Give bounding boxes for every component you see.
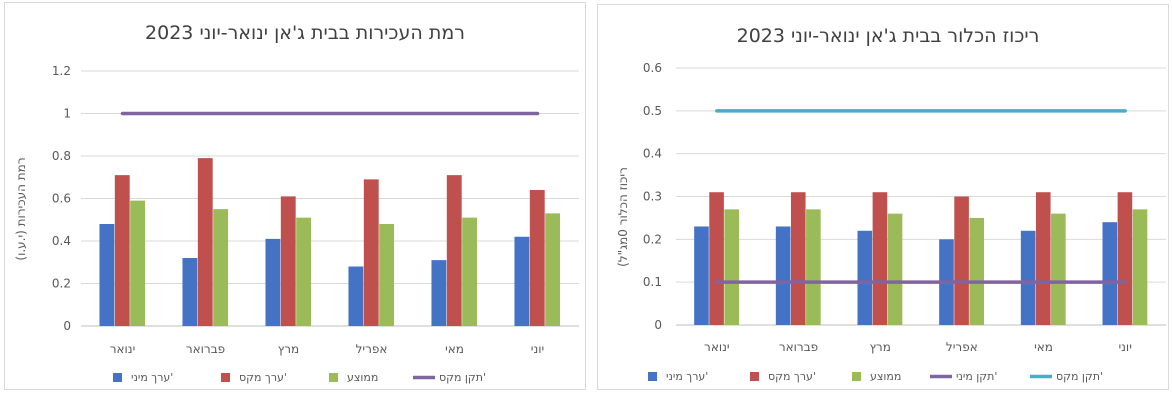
turbidity-chart-panel: רמת העכירות בבית ג'אן ינואר-יוני 2023 רמ… [4,2,586,390]
bar-series1 [872,192,888,325]
bar-series2 [130,200,146,326]
y-tick-label: 0.1 [643,275,662,289]
x-category-label: אפריל [356,342,388,356]
y-tick-label: 0.2 [643,232,662,246]
bar-series0 [514,236,530,326]
bar-series2 [887,213,903,325]
bar-series1 [709,192,724,325]
legend-label: ערך מקס' [239,371,287,384]
legend-label: תקן מיני' [956,370,997,383]
chart-title: רמת העכירות בבית ג'אן ינואר-יוני 2023 [145,22,465,44]
y-tick-label: 0.4 [643,147,662,161]
turbidity-chart: רמת העכירות בבית ג'אן ינואר-יוני 2023 רמ… [14,22,579,384]
y-tick-label: 0.5 [643,104,662,118]
bar-series1 [197,158,213,326]
bar-series1 [1117,192,1133,325]
bar-series2 [462,217,478,326]
bar-series0 [857,230,873,325]
y-tick-label: 0.6 [52,192,71,206]
legend-swatch [329,373,338,382]
bar-series2 [969,217,984,325]
bar-series2 [213,209,229,326]
y-tick-label: 0 [63,319,71,333]
x-category-label: מרץ [278,342,299,356]
y-axis-title: ריכוז הכלור 0מג"ל) [616,167,630,267]
legend-label: ממוצע [870,370,901,383]
y-tick-label: 1.2 [52,64,71,78]
chart-title: ריכוז הכלור בבית ג'אן ינואר-יוני 2023 [737,25,1040,47]
x-category-label: פברואר [779,340,818,354]
legend-swatch [113,373,122,382]
y-tick-label: 0.3 [643,190,662,204]
bar-series0 [694,226,709,325]
legend-label: תקן מקס' [439,371,486,384]
y-tick-label: 1 [63,107,71,121]
x-category-label: יוני [1118,340,1131,354]
x-category-label: ינואר [110,342,136,356]
bar-series2 [806,209,821,325]
bar-series2 [545,213,561,326]
bar-series2 [379,224,395,326]
x-category-label: אפריל [946,340,978,354]
y-tick-label: 0 [654,318,662,332]
x-category-label: מאי [445,342,464,356]
bar-series1 [790,192,806,325]
bar-series2 [1051,213,1066,325]
bar-series1 [954,196,969,325]
bar-series0 [99,224,115,326]
bar-series1 [529,190,545,326]
x-category-label: יוני [531,342,544,356]
x-category-label: מאי [1034,340,1053,354]
legend-swatch [750,372,759,381]
y-tick-label: 0.4 [52,234,71,248]
bar-series2 [1132,209,1148,325]
chlorine-chart-panel: ריכוז הכלור בבית ג'אן ינואר-יוני 2023 רי… [597,4,1169,390]
legend-swatch [648,372,657,381]
bar-series1 [1035,192,1051,325]
y-axis-title: רמת העכירות (י.ע.ו) [14,157,28,260]
bar-series2 [724,209,739,325]
y-tick-label: 0.2 [52,277,71,291]
legend-label: ממוצע [347,371,378,384]
x-category-label: פברואר [186,342,225,356]
y-tick-label: 0.8 [52,149,71,163]
bar-series2 [296,217,312,326]
x-category-label: ינואר [704,340,730,354]
bar-series1 [446,175,462,326]
legend-label: ערך מיני' [131,371,173,384]
bar-series0 [348,266,364,326]
x-category-label: מרץ [869,340,890,354]
bar-series0 [265,238,281,326]
legend-label: תקן מקס' [1056,370,1103,383]
bar-series0 [775,226,791,325]
bar-series1 [280,196,296,326]
bar-series0 [182,258,198,326]
legend-label: ערך מיני' [666,370,708,383]
legend-label: ערך מקס' [768,370,816,383]
bar-series1 [363,179,379,326]
bar-series1 [114,175,130,326]
chlorine-chart: ריכוז הכלור בבית ג'אן ינואר-יוני 2023 רי… [616,25,1166,383]
legend-swatch [852,372,861,381]
bar-series0 [431,260,447,326]
bar-series0 [1102,222,1118,325]
y-tick-label: 0.6 [643,61,662,75]
bar-series0 [1020,230,1036,325]
legend-swatch [221,373,230,382]
